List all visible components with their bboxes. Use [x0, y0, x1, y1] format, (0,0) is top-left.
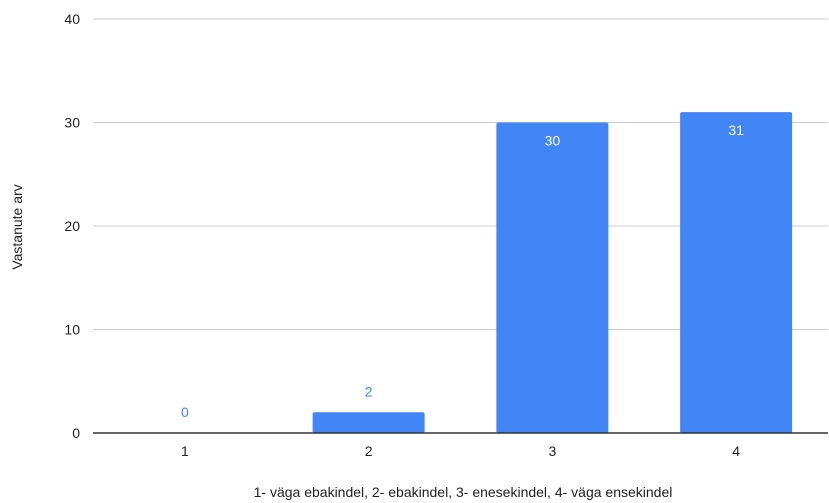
- x-tick-3: 3: [548, 443, 556, 459]
- data-label-1: 0: [181, 404, 189, 420]
- y-axis-title: Vastanute arv: [9, 184, 25, 269]
- data-label-3: 30: [545, 133, 561, 149]
- y-tick-0: 0: [72, 425, 80, 441]
- x-tick-2: 2: [365, 443, 373, 459]
- data-label-4: 31: [728, 122, 744, 138]
- y-tick-40: 40: [64, 11, 80, 27]
- y-tick-30: 30: [64, 115, 80, 131]
- data-label-2: 2: [365, 383, 373, 399]
- bar-2: [312, 412, 425, 433]
- data-labels: 0 2 30 31: [181, 122, 744, 420]
- x-tick-labels: 1 2 3 4: [181, 443, 740, 459]
- x-axis-title: 1- väga ebakindel, 2- ebakindel, 3- enes…: [254, 484, 673, 500]
- bars: [312, 112, 793, 434]
- x-tick-1: 1: [181, 443, 189, 459]
- x-tick-4: 4: [732, 443, 740, 459]
- y-tick-labels: 0 10 20 30 40: [64, 11, 80, 441]
- bar-4: [680, 112, 793, 434]
- bar-3: [496, 122, 609, 433]
- y-tick-20: 20: [64, 218, 80, 234]
- y-tick-10: 10: [64, 322, 80, 338]
